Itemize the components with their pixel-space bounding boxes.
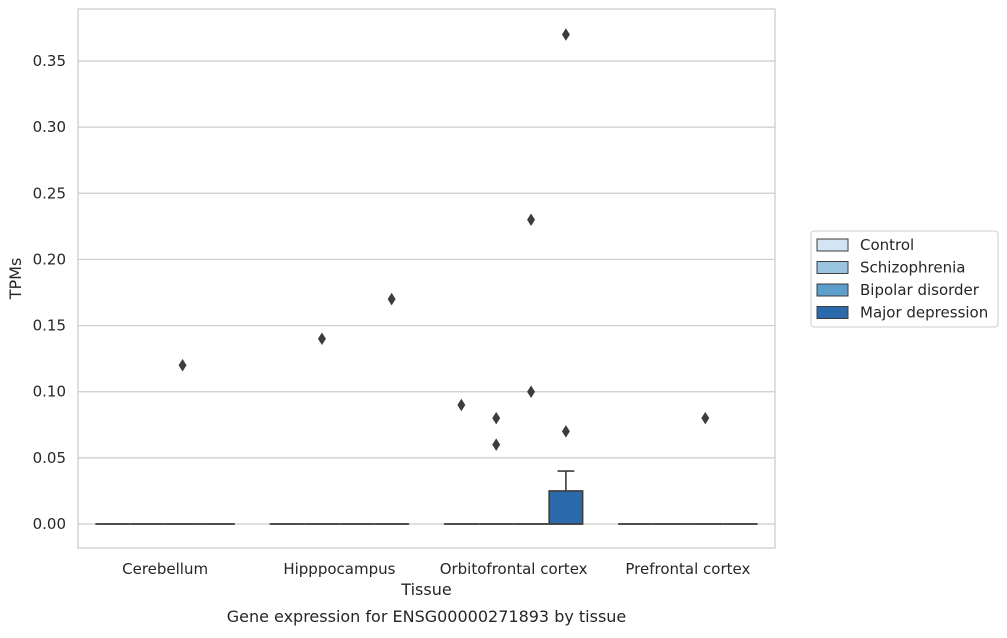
y-tick-label: 0.05 — [33, 449, 66, 467]
outlier-point — [562, 426, 569, 437]
legend: Control Schizophrenia Bipolar disorder Majo… — [811, 231, 998, 327]
legend-swatch — [817, 284, 848, 296]
y-axis-label: TPMs — [6, 258, 25, 301]
box-1-3 — [375, 294, 408, 524]
legend-swatch — [817, 307, 848, 319]
outlier-point — [318, 333, 325, 344]
box-0-2 — [166, 360, 199, 524]
y-tick-label: 0.25 — [33, 184, 66, 202]
box-2-2 — [514, 214, 547, 524]
box-2-3 — [549, 29, 582, 524]
x-tick-label: Prefrontal cortex — [625, 560, 750, 578]
outlier-point — [702, 413, 709, 424]
outlier-point — [388, 294, 395, 305]
x-axis-label: Tissue — [400, 580, 451, 599]
box-2-1 — [479, 413, 512, 524]
outlier-point — [528, 214, 535, 225]
x-tick-label: Cerebellum — [122, 560, 208, 578]
plot-frame — [78, 9, 775, 548]
y-tick-label: 0.30 — [33, 118, 66, 136]
y-tick-labels: 0.00 0.05 0.10 0.15 0.20 0.25 0.30 0.35 — [33, 52, 66, 533]
x-tick-label: Hipppocampus — [283, 560, 395, 578]
y-tick-label: 0.10 — [33, 383, 66, 401]
outlier-point — [493, 439, 500, 450]
outlier-point — [179, 360, 186, 371]
box-layer — [96, 29, 757, 524]
legend-label: Major depression — [860, 304, 988, 322]
box-2-0 — [445, 399, 478, 524]
legend-swatch — [817, 262, 848, 274]
legend-label: Bipolar disorder — [860, 281, 980, 299]
x-tick-labels: Cerebellum Hipppocampus Orbitofrontal cort… — [122, 560, 750, 578]
legend-label: Control — [860, 236, 914, 254]
outlier-point — [528, 386, 535, 397]
y-tick-label: 0.35 — [33, 52, 66, 70]
y-tick-label: 0.00 — [33, 515, 66, 533]
box-3-2 — [689, 413, 722, 524]
legend-swatch — [817, 239, 848, 251]
outlier-point — [458, 399, 465, 410]
y-tick-label: 0.15 — [33, 317, 66, 335]
outlier-point — [493, 413, 500, 424]
chart-caption: Gene expression for ENSG00000271893 by t… — [227, 607, 627, 626]
grid-layer — [78, 61, 775, 524]
y-tick-label: 0.20 — [33, 250, 66, 268]
x-tick-label: Orbitofrontal cortex — [440, 560, 588, 578]
box-body — [549, 491, 582, 524]
legend-label: Schizophrenia — [860, 259, 965, 277]
outlier-point — [562, 29, 569, 40]
box-1-1 — [305, 333, 338, 524]
